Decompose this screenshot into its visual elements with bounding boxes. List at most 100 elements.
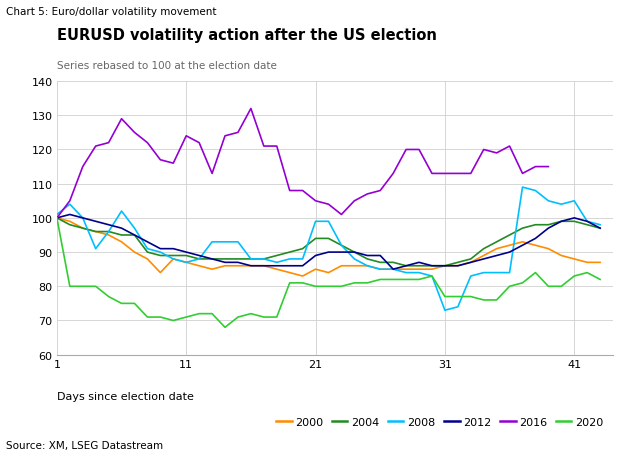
2012: [506, 250, 513, 255]
2020: [454, 294, 461, 299]
2008: [273, 260, 281, 265]
2012: [493, 253, 501, 258]
2008: [351, 257, 358, 262]
2000: [260, 263, 267, 269]
2004: [389, 260, 397, 265]
2016: [337, 212, 345, 217]
2008: [403, 270, 410, 276]
2000: [131, 250, 138, 255]
2000: [403, 267, 410, 272]
2012: [454, 263, 461, 269]
2020: [441, 294, 449, 299]
2012: [143, 239, 151, 245]
2000: [557, 253, 565, 258]
2004: [157, 253, 164, 258]
2016: [467, 171, 475, 177]
2000: [157, 270, 164, 276]
2008: [363, 263, 371, 269]
2004: [480, 247, 487, 252]
2020: [195, 311, 203, 317]
2004: [209, 257, 216, 262]
2012: [467, 260, 475, 265]
2016: [299, 188, 307, 194]
2000: [286, 270, 293, 276]
2020: [247, 311, 255, 317]
2008: [571, 198, 578, 204]
2008: [299, 257, 307, 262]
2016: [506, 144, 513, 149]
2012: [441, 263, 449, 269]
2020: [325, 284, 332, 289]
2020: [286, 280, 293, 286]
2020: [403, 277, 410, 283]
2004: [131, 233, 138, 238]
Line: 2012: 2012: [57, 215, 600, 269]
2016: [105, 141, 112, 146]
2008: [597, 222, 604, 228]
2008: [506, 270, 513, 276]
2012: [428, 263, 435, 269]
2020: [415, 277, 423, 283]
2020: [312, 284, 319, 289]
2008: [118, 209, 125, 214]
2000: [66, 219, 73, 224]
2020: [389, 277, 397, 283]
2016: [260, 144, 267, 149]
2012: [557, 219, 565, 224]
2004: [337, 243, 345, 248]
2020: [597, 277, 604, 283]
2000: [273, 267, 281, 272]
2008: [389, 267, 397, 272]
2020: [557, 284, 565, 289]
2020: [377, 277, 384, 283]
2000: [312, 267, 319, 272]
2012: [92, 219, 99, 224]
2000: [105, 233, 112, 238]
2004: [312, 236, 319, 242]
2008: [545, 198, 552, 204]
2008: [493, 270, 501, 276]
2008: [312, 219, 319, 224]
2000: [221, 263, 229, 269]
2020: [428, 273, 435, 279]
2020: [519, 280, 526, 286]
2012: [389, 267, 397, 272]
2000: [532, 243, 539, 248]
2004: [143, 250, 151, 255]
2008: [467, 273, 475, 279]
2000: [183, 260, 190, 265]
2008: [480, 270, 487, 276]
2020: [105, 294, 112, 299]
2008: [415, 270, 423, 276]
2000: [209, 267, 216, 272]
2008: [234, 239, 242, 245]
2016: [480, 147, 487, 153]
2020: [506, 284, 513, 289]
2008: [519, 185, 526, 190]
2016: [131, 130, 138, 136]
Text: Series rebased to 100 at the election date: Series rebased to 100 at the election da…: [57, 61, 277, 71]
2020: [143, 315, 151, 320]
2012: [195, 253, 203, 258]
2000: [545, 247, 552, 252]
2004: [92, 229, 99, 235]
2008: [157, 250, 164, 255]
Text: Source: XM, LSEG Datastream: Source: XM, LSEG Datastream: [6, 440, 164, 450]
2016: [169, 161, 177, 167]
2016: [519, 171, 526, 177]
2004: [532, 222, 539, 228]
2012: [183, 250, 190, 255]
2000: [571, 257, 578, 262]
2004: [428, 263, 435, 269]
2000: [415, 267, 423, 272]
2012: [66, 212, 73, 217]
2016: [209, 171, 216, 177]
2008: [209, 239, 216, 245]
2020: [467, 294, 475, 299]
2004: [363, 257, 371, 262]
2020: [92, 284, 99, 289]
2004: [351, 250, 358, 255]
2020: [234, 315, 242, 320]
2000: [519, 239, 526, 245]
2012: [363, 253, 371, 258]
